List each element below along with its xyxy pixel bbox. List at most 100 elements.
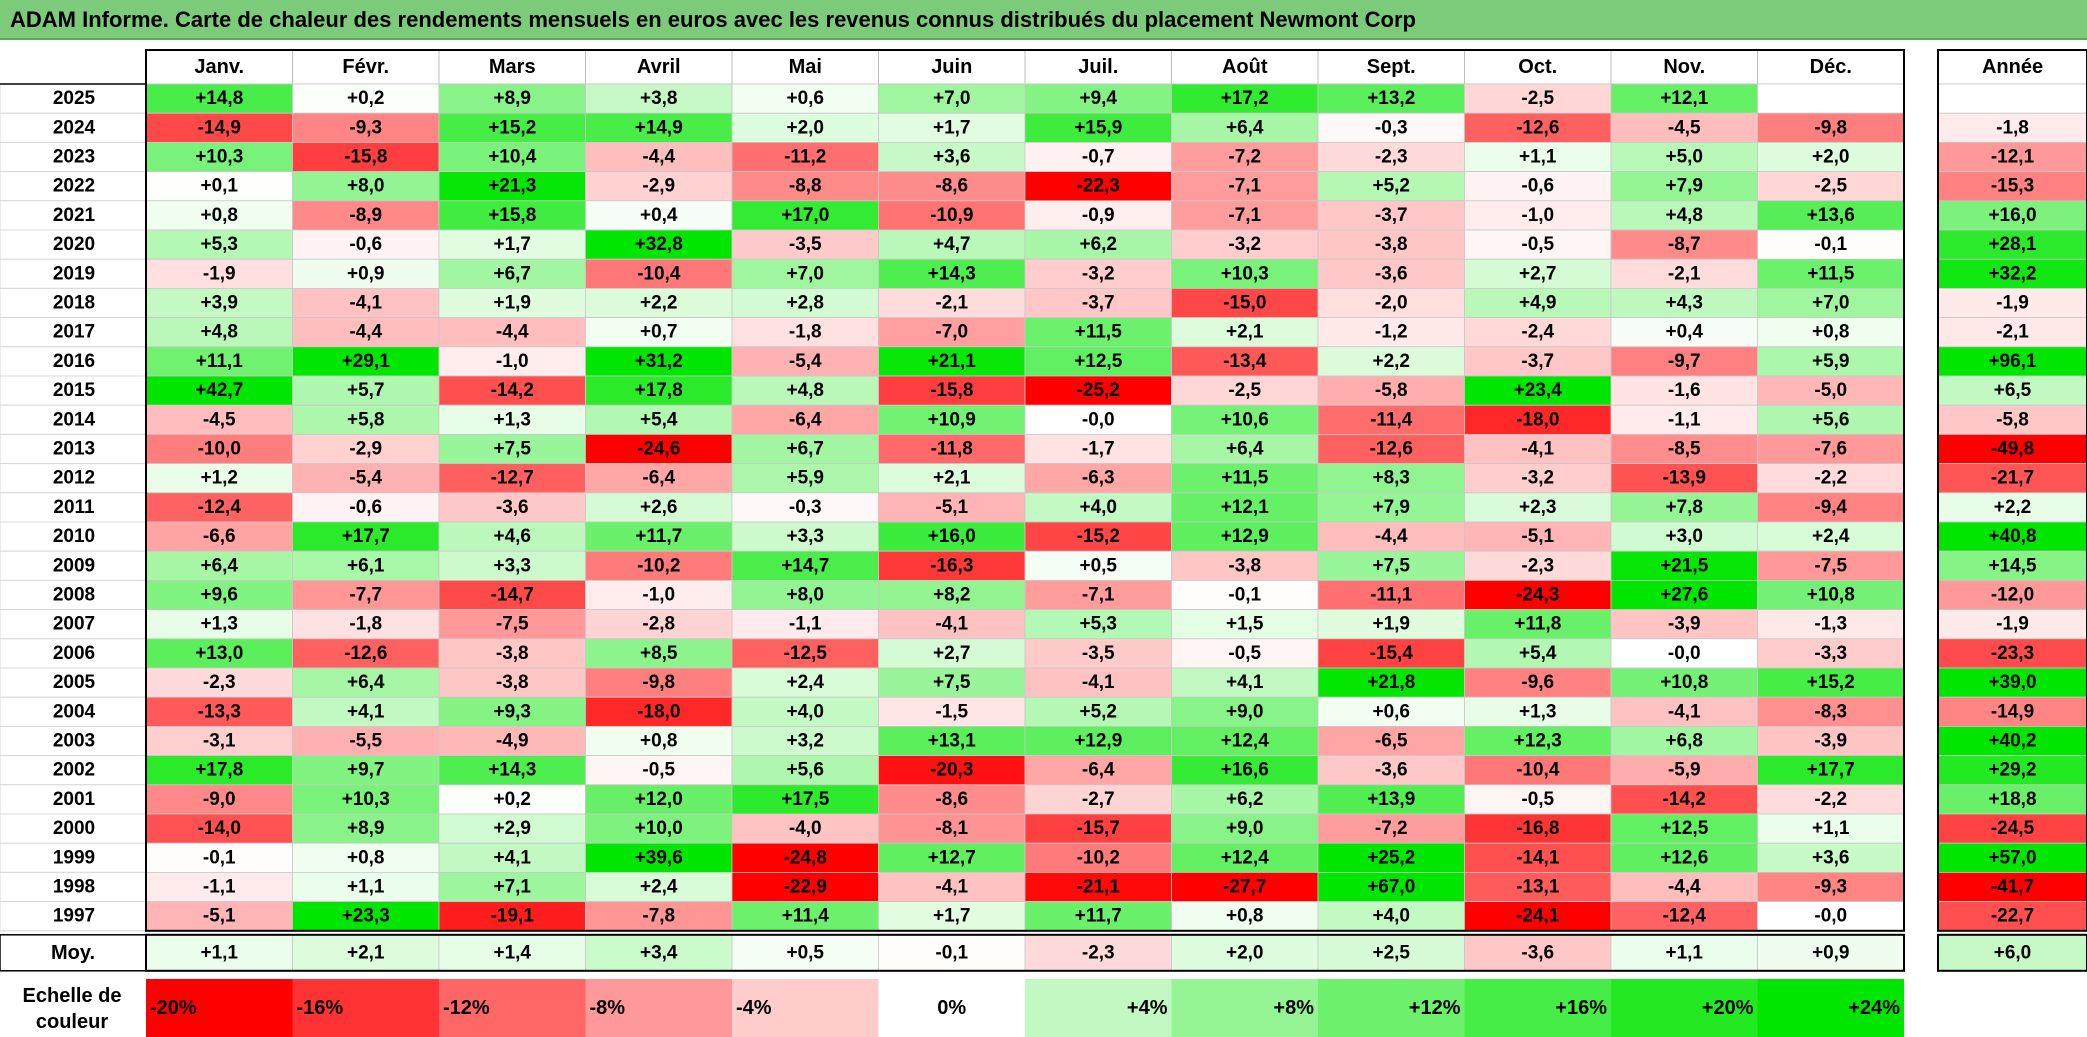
heat-cell [878,492,1026,523]
heat-cell [1757,784,1905,815]
year-label: 2019 [53,263,95,284]
heat-cell [1610,258,1758,289]
heat-cell-value: +2,2 [640,293,678,314]
heat-cell-value: +12,9 [1074,731,1122,752]
heat-cell-value: +0,6 [786,88,824,109]
heat-cell-value: +12,4 [1221,847,1270,868]
heat-cell-value: -24,8 [784,847,827,868]
heat-cell [1757,755,1905,786]
heat-cell [731,696,879,727]
heat-cell-value: -4,1 [1521,439,1554,460]
heat-cell-value: +1,7 [933,906,971,927]
heat-cell [1024,200,1172,231]
heat-cell-value: -2,3 [1375,147,1408,168]
heat-cell-value: +17,5 [781,789,830,810]
color-scale-swatch [1757,979,1904,1037]
heat-cell-value: -0,6 [1521,176,1554,197]
heat-cell-value: -16,8 [1516,818,1559,839]
year-cell [0,229,147,260]
heat-cell-value: +4,8 [200,322,238,343]
column-header-label: Févr. [342,56,389,78]
heat-cell [145,200,293,231]
heat-cell [878,550,1026,581]
heat-cell [1610,638,1758,669]
heat-cell-value: +1,1 [347,877,385,898]
average-cell-value: +1,1 [1665,942,1703,963]
heat-cell-value: +4,9 [1519,293,1557,314]
heat-cell-value: -8,6 [935,789,968,810]
heat-cell [1317,346,1465,377]
heat-cell-value: -3,6 [1375,760,1408,781]
heat-cell [438,83,586,114]
color-scale-stop-label: +8% [1273,997,1314,1019]
heat-cell-value: +1,3 [493,409,531,430]
heat-cell [585,200,733,231]
average-cell-value: +2,1 [347,942,385,963]
heat-cell-value: +13,1 [928,731,977,752]
annual-cell-value: +28,1 [1988,234,2037,255]
heat-cell-value: -2,5 [1814,176,1847,197]
heat-cell-value: +0,8 [1812,322,1850,343]
heat-cell-value: +12,3 [1514,731,1562,752]
heat-cell [731,317,879,348]
heat-cell-value: +17,8 [635,380,683,401]
heat-cell-value: -5,5 [349,731,382,752]
heat-cell [1464,200,1612,231]
average-cell-value: +1,4 [493,942,531,963]
heat-cell-value: +9,6 [200,585,238,606]
heat-cell-value: +11,4 [782,906,829,927]
annual-cell [1937,200,2087,231]
heat-cell [585,258,733,289]
heat-cell-value: -11,2 [784,147,826,168]
heat-cell [1317,550,1465,581]
annual-cell-value: -1,9 [1996,614,2029,635]
heat-cell-value: +2,1 [933,468,971,489]
heat-cell-value: -3,8 [1228,555,1261,576]
heat-cell [1317,229,1465,260]
year-label: 2018 [53,293,95,314]
heat-cell-value: +17,7 [1807,760,1855,781]
heat-cell-value: +5,6 [1812,409,1850,430]
year-label: 2022 [53,176,95,197]
heat-cell [878,580,1026,611]
heat-cell-value: +12,6 [1660,847,1708,868]
heat-cell-value: -1,8 [789,322,822,343]
heat-cell [731,258,879,289]
heat-cell-value: -14,2 [491,380,534,401]
annual-cell [1937,375,2087,406]
column-header-label: Déc. [1810,56,1852,78]
heat-cell-value: +8,9 [347,818,385,839]
heat-cell-value: +2,6 [640,497,678,518]
annual-cell [1937,171,2087,202]
heat-cell-value: +3,3 [786,526,824,547]
heat-cell-value: +3,8 [640,88,678,109]
heat-cell [731,433,879,464]
annual-cell [1937,609,2087,640]
heat-cell-value: -14,9 [198,117,241,138]
heat-cell [145,784,293,815]
annual-header-label: Année [1982,56,2043,78]
heat-cell [1757,317,1905,348]
heat-cell [1610,813,1758,844]
heat-cell-value: -11,8 [931,439,973,460]
heat-cell-value: +6,2 [1079,234,1117,255]
heat-cell-value: -3,6 [1375,263,1408,284]
heat-cell [1171,375,1319,406]
heat-cell-value: +7,0 [933,88,971,109]
heat-cell-value: -3,9 [1814,731,1847,752]
heat-cell-value: +2,0 [786,117,824,138]
heat-cell-value: -1,0 [642,585,675,606]
heat-cell [1757,229,1905,260]
heat-cell [585,580,733,611]
heat-cell [1610,375,1758,406]
heat-cell [1171,550,1319,581]
heat-cell [731,609,879,640]
heat-cell [292,463,440,494]
heat-cell [1464,521,1612,552]
heat-cell [1464,901,1612,932]
heat-cell [1171,755,1319,786]
year-cell [0,200,147,231]
heat-cell [1757,83,1905,114]
heat-cell [145,287,293,318]
